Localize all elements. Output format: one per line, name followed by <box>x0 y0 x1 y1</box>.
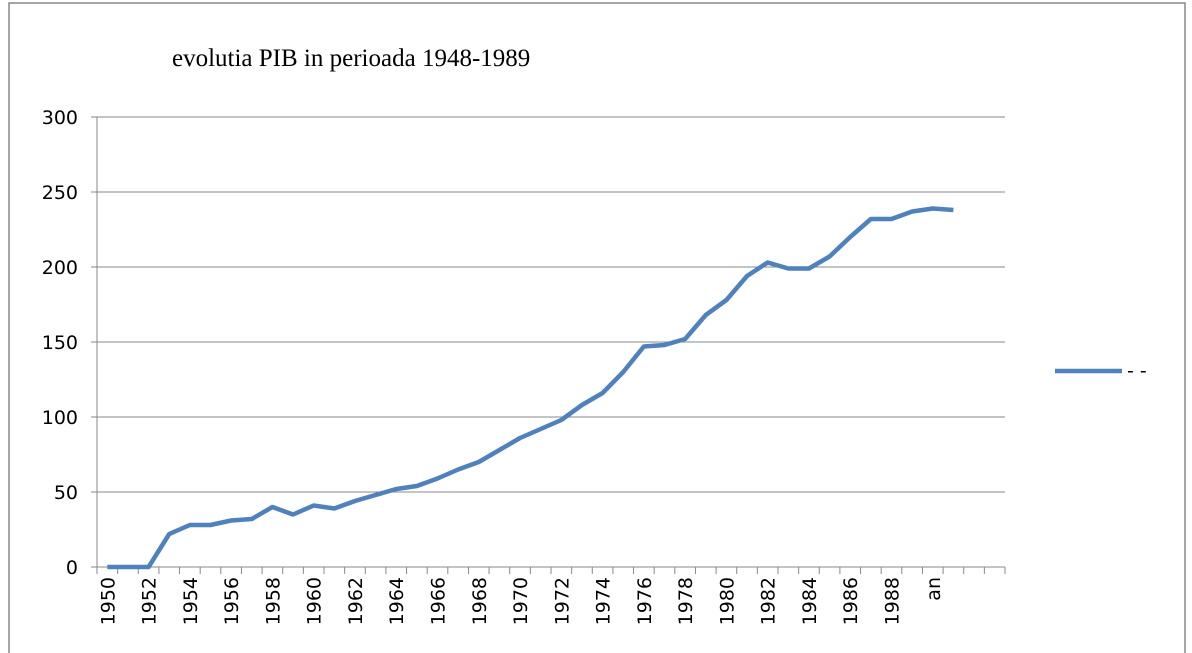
chart-border <box>8 2 1186 653</box>
x-tick-label: 1968 <box>469 577 491 625</box>
y-tick-label: 200 <box>42 257 78 279</box>
x-tick-label: 1988 <box>882 577 904 625</box>
x-tick-label: 1974 <box>593 577 615 625</box>
x-tick-label: 1962 <box>345 577 367 625</box>
x-tick-label: 1954 <box>180 577 202 625</box>
y-tick-label: 50 <box>54 482 78 504</box>
x-tick-label: 1984 <box>799 577 821 625</box>
y-tick-label: 100 <box>42 407 78 429</box>
x-tick-label: an <box>923 577 945 601</box>
chart-title: evolutia PIB in perioada 1948-1989 <box>172 45 530 72</box>
x-tick-label: 1966 <box>428 577 450 625</box>
x-tick-label: 1982 <box>758 577 780 625</box>
x-tick-label: 1970 <box>510 577 532 625</box>
x-tick-label: 1986 <box>840 577 862 625</box>
x-tick-label: 1972 <box>551 577 573 625</box>
x-tick-label: 1950 <box>97 577 119 625</box>
series-line <box>107 206 954 570</box>
y-tick-label: 300 <box>42 107 78 129</box>
x-tick-label: 1958 <box>262 577 284 625</box>
x-tick-label: 1956 <box>221 577 243 625</box>
x-tick-label: 1978 <box>675 577 697 625</box>
y-tick-label: 0 <box>66 557 78 579</box>
y-tick-label: 150 <box>42 332 78 354</box>
x-tick-label: 1960 <box>304 577 326 625</box>
x-tick-label: 1980 <box>716 577 738 625</box>
x-tick-label: 1952 <box>139 577 161 625</box>
x-tick-label: 1976 <box>634 577 656 625</box>
legend-label: - - <box>1127 360 1147 382</box>
x-tick-label: 1964 <box>386 577 408 625</box>
y-tick-label: 250 <box>42 182 78 204</box>
